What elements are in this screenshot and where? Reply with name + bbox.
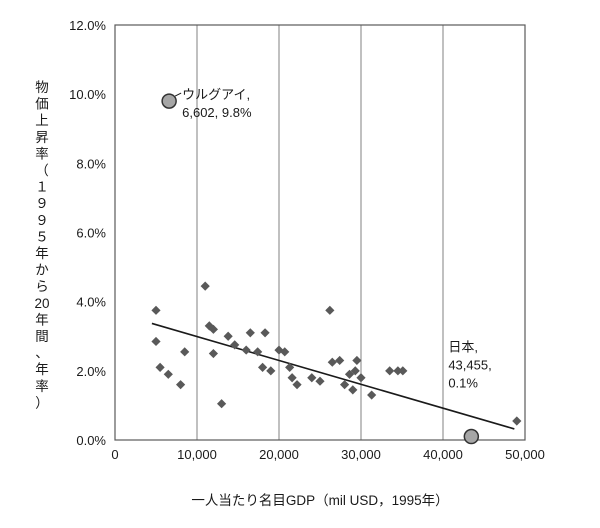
x-axis-label: 一人当たり名目GDP（mil USD，1995年） bbox=[191, 493, 448, 508]
scatter-point-diamond bbox=[367, 390, 377, 400]
scatter-point-diamond bbox=[151, 336, 161, 347]
scatter-point-diamond bbox=[176, 380, 186, 390]
y-axis-label-char: 価 bbox=[35, 97, 49, 112]
scatter-point-diamond bbox=[208, 348, 218, 359]
scatter-point-diamond bbox=[327, 357, 337, 367]
scatter-point-diamond bbox=[356, 373, 366, 383]
plot-frame bbox=[114, 24, 526, 441]
x-tick-label: 20,000 bbox=[259, 447, 299, 462]
scatter-point-diamond bbox=[260, 328, 270, 338]
x-tick-label: 0 bbox=[111, 447, 118, 462]
scatter-point-diamond bbox=[223, 331, 233, 341]
y-axis-label-char: １ bbox=[35, 180, 49, 195]
scatter-point-diamond bbox=[315, 376, 325, 386]
scatter-point-diamond bbox=[385, 366, 395, 376]
y-tick-label: 2.0% bbox=[76, 364, 106, 379]
scatter-point-diamond bbox=[253, 347, 263, 357]
y-tick-label: 10.0% bbox=[69, 87, 106, 102]
x-tick-label: 40,000 bbox=[423, 447, 463, 462]
y-axis-label-char: ら bbox=[35, 279, 49, 294]
x-tick-label: 30,000 bbox=[341, 447, 381, 462]
x-tick-label: 10,000 bbox=[177, 447, 217, 462]
scatter-point-diamond bbox=[292, 380, 302, 390]
y-axis-label-char: 、 bbox=[35, 346, 49, 361]
scatter-point-diamond bbox=[335, 355, 345, 366]
scatter-point-diamond bbox=[280, 347, 290, 357]
y-axis-label-char: ９ bbox=[35, 213, 49, 228]
scatter-point-diamond bbox=[245, 328, 255, 338]
y-axis-label-char: ５ bbox=[35, 229, 49, 244]
highlight-point-circle bbox=[161, 93, 177, 109]
y-axis-label-char: 物 bbox=[35, 80, 49, 95]
y-axis-label-char: ） bbox=[35, 395, 49, 410]
scatter-point-diamond bbox=[266, 366, 276, 376]
y-tick-label: 6.0% bbox=[76, 226, 106, 241]
scatter-point-diamond bbox=[241, 345, 251, 355]
scatter-point-diamond bbox=[163, 369, 173, 379]
scatter-point-diamond bbox=[512, 416, 522, 426]
y-tick-label: 12.0% bbox=[69, 18, 106, 33]
scatter-point-diamond bbox=[307, 373, 317, 383]
annotation-uruguay: ウルグアイ, bbox=[182, 87, 250, 102]
scatter-point-diamond bbox=[217, 399, 227, 409]
y-axis-label-char: 年 bbox=[35, 312, 49, 327]
scatter-point-diamond bbox=[287, 373, 297, 383]
trend-line bbox=[151, 322, 515, 430]
scatter-point-diamond bbox=[344, 369, 355, 379]
highlight-point-circle bbox=[463, 428, 480, 445]
y-axis-label-char: （ bbox=[35, 163, 49, 178]
y-tick-label: 8.0% bbox=[76, 156, 106, 171]
annotation-uruguay: 6,602, 9.8% bbox=[182, 105, 252, 120]
scatter-point-diamond bbox=[285, 362, 295, 372]
scatter-point-diamond bbox=[200, 281, 210, 291]
y-axis-label-char: ９ bbox=[35, 196, 49, 211]
y-axis-label-char: 年 bbox=[35, 246, 49, 261]
scatter-point-diamond bbox=[230, 340, 240, 350]
y-axis-label-char: 20 bbox=[34, 296, 49, 311]
annotation-leader-line bbox=[174, 92, 182, 97]
scatter-point-diamond bbox=[155, 362, 165, 372]
annotation-japan: 43,455, bbox=[448, 358, 491, 373]
y-axis-label-char: 率 bbox=[35, 378, 49, 394]
scatter-point-diamond bbox=[180, 347, 190, 357]
scatter-point-diamond bbox=[393, 366, 403, 376]
y-axis-label-char: 昇 bbox=[35, 130, 49, 145]
annotation-japan: 0.1% bbox=[448, 376, 478, 391]
y-axis-label-char: か bbox=[35, 263, 49, 278]
scatter-point-diamond bbox=[325, 305, 335, 315]
scatter-point-diamond bbox=[348, 385, 358, 395]
scatter-point-diamond bbox=[151, 305, 161, 315]
x-tick-label: 50,000 bbox=[505, 447, 545, 462]
y-axis-label-char: 率 bbox=[35, 145, 49, 161]
scatter-point-diamond bbox=[398, 366, 408, 376]
y-tick-label: 4.0% bbox=[76, 295, 106, 310]
annotation-japan: 日本, bbox=[448, 340, 478, 355]
scatter-point-diamond bbox=[340, 380, 350, 390]
scatter-point-diamond bbox=[208, 324, 218, 334]
y-axis-label-char: 上 bbox=[35, 113, 49, 128]
scatter-point-diamond bbox=[258, 362, 268, 372]
y-axis-label-char: 間 bbox=[35, 329, 49, 344]
scatter-point-diamond bbox=[352, 355, 362, 366]
scatter-point-diamond bbox=[350, 366, 360, 376]
y-axis-label-char: 年 bbox=[35, 362, 49, 377]
y-tick-label: 0.0% bbox=[76, 433, 106, 448]
